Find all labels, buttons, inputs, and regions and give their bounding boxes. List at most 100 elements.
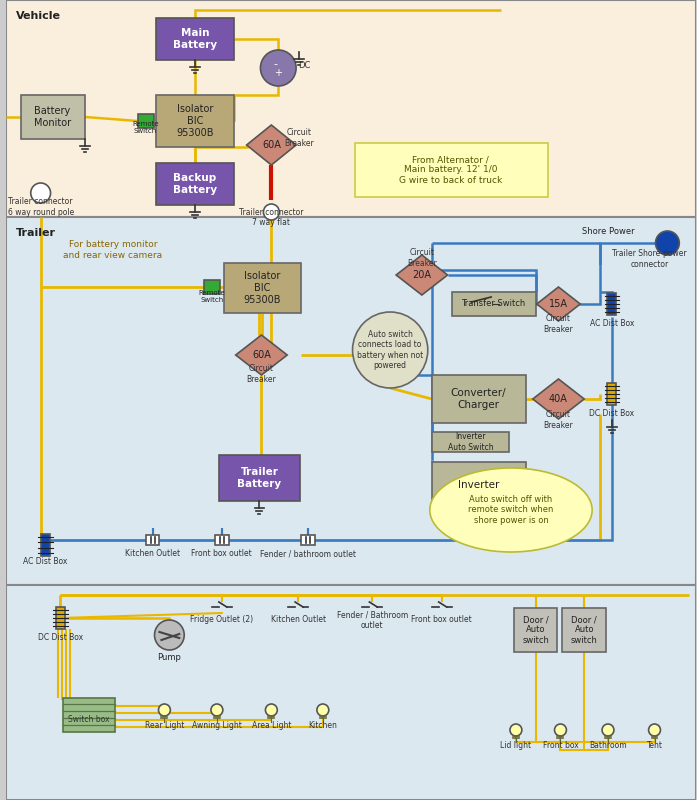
Text: 15A: 15A [549, 299, 568, 309]
Text: Door /
Auto
switch: Door / Auto switch [571, 615, 597, 645]
FancyBboxPatch shape [431, 432, 509, 452]
Text: AC Dist Box: AC Dist Box [24, 558, 68, 566]
Text: 60A: 60A [252, 350, 271, 360]
Text: Shore Power: Shore Power [582, 226, 635, 235]
FancyBboxPatch shape [21, 95, 85, 139]
FancyBboxPatch shape [215, 535, 229, 545]
Text: Kitchen: Kitchen [308, 722, 337, 730]
Text: DC: DC [298, 61, 310, 70]
FancyBboxPatch shape [431, 375, 526, 423]
FancyBboxPatch shape [146, 535, 160, 545]
Circle shape [353, 312, 428, 388]
Text: Main
Battery: Main Battery [173, 28, 217, 50]
Text: Pump: Pump [158, 653, 181, 662]
Text: Fender / bathroom outlet: Fender / bathroom outlet [260, 550, 356, 558]
Circle shape [155, 620, 184, 650]
Text: Bathroom: Bathroom [589, 742, 627, 750]
Text: Inverter
Auto Switch: Inverter Auto Switch [447, 432, 493, 452]
Text: Auto switch
connects load to
battery when not
powered: Auto switch connects load to battery whe… [357, 330, 423, 370]
Text: Circuit
Breaker: Circuit Breaker [544, 410, 574, 430]
Text: Rear Light: Rear Light [145, 722, 184, 730]
Text: Awning Light: Awning Light [192, 722, 242, 730]
FancyBboxPatch shape [56, 607, 65, 629]
FancyBboxPatch shape [6, 585, 696, 800]
Circle shape [266, 704, 277, 716]
Circle shape [158, 704, 170, 716]
Text: Battery
Monitor: Battery Monitor [34, 106, 71, 128]
Text: Front box outlet: Front box outlet [192, 550, 252, 558]
Text: AC Dist Box: AC Dist Box [590, 319, 634, 329]
FancyBboxPatch shape [562, 608, 606, 652]
Text: +: + [275, 68, 282, 78]
Circle shape [510, 724, 522, 736]
FancyBboxPatch shape [157, 18, 233, 60]
Polygon shape [236, 335, 287, 375]
Text: Door /
Auto
switch: Door / Auto switch [522, 615, 549, 645]
Text: Inverter: Inverter [458, 480, 499, 490]
Text: Trailer: Trailer [16, 228, 56, 238]
Circle shape [261, 50, 296, 86]
FancyBboxPatch shape [157, 163, 233, 205]
FancyBboxPatch shape [63, 698, 115, 732]
Circle shape [649, 724, 661, 736]
FancyBboxPatch shape [138, 114, 153, 128]
Text: Vehicle: Vehicle [16, 11, 61, 21]
FancyBboxPatch shape [204, 280, 220, 294]
Text: Switch box: Switch box [68, 715, 110, 724]
Text: From Alternator /
Main battery. 12' 1/0
G wire to back of truck: From Alternator / Main battery. 12' 1/0 … [399, 155, 502, 185]
Polygon shape [396, 255, 447, 295]
Text: Circuit
Breaker: Circuit Breaker [284, 128, 314, 148]
Text: Converter/
Charger: Converter/ Charger [450, 388, 506, 410]
Circle shape [317, 704, 329, 716]
Text: Transfer Switch: Transfer Switch [461, 299, 526, 309]
FancyBboxPatch shape [452, 292, 536, 316]
Circle shape [31, 183, 51, 203]
Text: Lid light: Lid light [500, 742, 532, 750]
Polygon shape [533, 379, 584, 419]
Text: -: - [273, 59, 277, 69]
FancyBboxPatch shape [608, 383, 616, 405]
Text: Trailer Shore-power
connector: Trailer Shore-power connector [612, 250, 687, 269]
FancyBboxPatch shape [431, 462, 526, 508]
Text: Area Light: Area Light [252, 722, 291, 730]
FancyBboxPatch shape [41, 534, 50, 556]
Text: For battery monitor
and rear view camera: For battery monitor and rear view camera [63, 240, 162, 260]
FancyBboxPatch shape [224, 263, 301, 313]
FancyBboxPatch shape [6, 217, 696, 585]
Text: Backup
Battery: Backup Battery [173, 174, 217, 194]
Text: Trailer
Battery: Trailer Battery [238, 467, 282, 489]
Text: Fender / Bathroom
outlet: Fender / Bathroom outlet [337, 610, 408, 630]
Text: DC Dist Box: DC Dist Box [38, 634, 83, 642]
Text: Tent: Tent [647, 742, 663, 750]
Circle shape [602, 724, 614, 736]
Text: Front box: Front box [542, 742, 579, 750]
FancyBboxPatch shape [157, 95, 233, 147]
FancyBboxPatch shape [514, 608, 558, 652]
Text: 40A: 40A [549, 394, 568, 404]
FancyBboxPatch shape [301, 535, 315, 545]
Text: Isolator
BIC
95300B: Isolator BIC 95300B [244, 271, 281, 305]
Circle shape [655, 231, 680, 255]
Circle shape [263, 204, 279, 220]
Text: Trailer connector
7 way flat: Trailer connector 7 way flat [239, 208, 304, 227]
Text: Auto switch off with
remote switch when
shore power is on: Auto switch off with remote switch when … [468, 495, 553, 525]
Text: 60A: 60A [262, 140, 281, 150]
FancyBboxPatch shape [6, 0, 696, 217]
FancyBboxPatch shape [219, 455, 300, 501]
Text: Kitchen Outlet: Kitchen Outlet [270, 615, 325, 625]
Circle shape [555, 724, 567, 736]
Text: Circuit
Breaker: Circuit Breaker [544, 314, 574, 334]
Circle shape [211, 704, 223, 716]
Text: Isolator
BIC
95300B: Isolator BIC 95300B [176, 104, 214, 138]
Text: Fridge Outlet (2): Fridge Outlet (2) [190, 615, 254, 625]
Text: DC Dist Box: DC Dist Box [590, 410, 634, 418]
FancyBboxPatch shape [608, 293, 616, 315]
Text: Trailer connector
6 way round pole: Trailer connector 6 way round pole [8, 198, 74, 217]
Text: Circuit
Breaker: Circuit Breaker [407, 248, 437, 268]
Text: Kitchen Outlet: Kitchen Outlet [125, 550, 180, 558]
Ellipse shape [430, 468, 592, 552]
Polygon shape [247, 125, 296, 165]
Polygon shape [537, 287, 581, 321]
FancyBboxPatch shape [355, 143, 548, 197]
Text: 20A: 20A [413, 270, 431, 280]
